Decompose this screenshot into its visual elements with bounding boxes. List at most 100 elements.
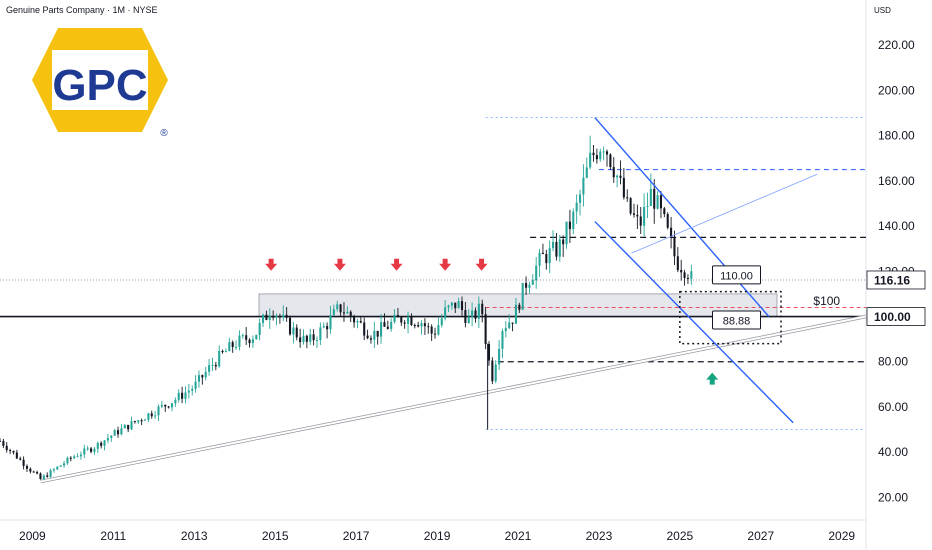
candle-body	[521, 283, 524, 310]
candle-body	[396, 315, 399, 318]
candle-body	[663, 208, 666, 215]
candle-body	[423, 323, 426, 327]
logo-text: GPC	[52, 61, 147, 110]
candle-body	[538, 252, 541, 266]
candle-body	[12, 450, 15, 453]
candle-body	[15, 452, 18, 459]
candle-body	[201, 375, 204, 378]
candle-body	[248, 339, 251, 344]
candle-body	[541, 252, 544, 254]
y-tick-label: 180.00	[878, 129, 915, 143]
candle-body	[565, 221, 568, 245]
candle-body	[369, 338, 372, 340]
candle-body	[572, 211, 575, 229]
annotation-label-2: $100	[813, 294, 840, 308]
candle-body	[130, 421, 133, 430]
candle-body	[49, 470, 52, 477]
candle-body	[494, 364, 497, 382]
candle-body	[174, 399, 177, 404]
candle-body	[636, 214, 639, 217]
red-down-arrow-3	[439, 258, 452, 271]
candle-body	[582, 177, 585, 195]
candle-body	[0, 440, 2, 442]
candle-body	[555, 241, 558, 257]
candle-body	[106, 438, 109, 441]
current-price-label: 116.16	[874, 273, 910, 287]
x-tick-label: 2013	[181, 529, 208, 543]
candle-body	[184, 392, 187, 399]
y-tick-label: 40.00	[878, 445, 908, 459]
candle-body	[514, 304, 518, 324]
candle-body	[32, 471, 35, 473]
candle-body	[282, 314, 285, 318]
candle-body	[103, 440, 106, 446]
candle-body	[440, 318, 443, 326]
candle-body	[143, 419, 147, 421]
candle-body	[656, 195, 659, 209]
candle-body	[609, 154, 612, 168]
candle-body	[504, 328, 507, 332]
candle-body	[585, 167, 588, 178]
candle-body	[251, 339, 254, 344]
candle-body	[36, 472, 39, 474]
candle-body	[299, 337, 302, 343]
candle-body	[100, 442, 103, 446]
candle-body	[113, 430, 116, 436]
candle-body	[255, 334, 258, 340]
candle-body	[605, 151, 609, 155]
green-up-arrow	[706, 372, 719, 385]
y-tick-label: 220.00	[878, 38, 915, 52]
candle-body	[288, 317, 292, 335]
candle-body	[484, 314, 487, 344]
candle-body	[73, 456, 76, 459]
candle-body	[157, 406, 160, 416]
candle-body	[187, 390, 190, 393]
candle-body	[177, 392, 180, 400]
candle-body	[427, 326, 430, 328]
candle-body	[562, 239, 565, 245]
candle-body	[575, 202, 578, 212]
projection-line	[631, 173, 818, 254]
candle-body	[56, 466, 59, 470]
candle-body	[231, 342, 234, 348]
candle-body	[268, 315, 271, 320]
candle-body	[336, 304, 339, 310]
candle-body	[444, 307, 447, 319]
channel-lower-line	[594, 221, 794, 424]
candle-body	[686, 277, 689, 279]
y-tick-label: 80.00	[878, 355, 908, 369]
candle-body	[383, 322, 386, 327]
candle-body	[181, 392, 184, 399]
candle-body	[390, 322, 393, 329]
candle-body	[359, 321, 362, 323]
candle-body	[194, 381, 197, 389]
y-tick-label: 20.00	[878, 490, 908, 504]
candle-body	[123, 424, 126, 429]
candle-body	[76, 456, 79, 458]
candle-body	[221, 350, 224, 353]
candle-body	[154, 415, 157, 417]
candle-body	[342, 312, 346, 314]
candle-body	[275, 316, 278, 318]
support-trendline	[40, 315, 867, 483]
candle-body	[197, 375, 201, 382]
candle-body	[261, 314, 265, 323]
candle-body	[191, 388, 194, 391]
candle-body	[285, 314, 288, 318]
candle-body	[116, 430, 120, 435]
currency-label[interactable]: USD	[874, 6, 891, 15]
candle-body	[19, 458, 22, 460]
candle-body	[218, 350, 221, 367]
candle-body	[150, 413, 153, 417]
candle-body	[120, 428, 123, 435]
candle-body	[447, 305, 450, 308]
candle-body	[292, 327, 295, 335]
level-price-badge	[866, 307, 926, 326]
y-tick-label: 200.00	[878, 83, 915, 97]
candle-body	[471, 310, 474, 317]
candle-body	[93, 448, 96, 452]
candle-body	[568, 221, 571, 229]
candle-body	[683, 272, 686, 278]
